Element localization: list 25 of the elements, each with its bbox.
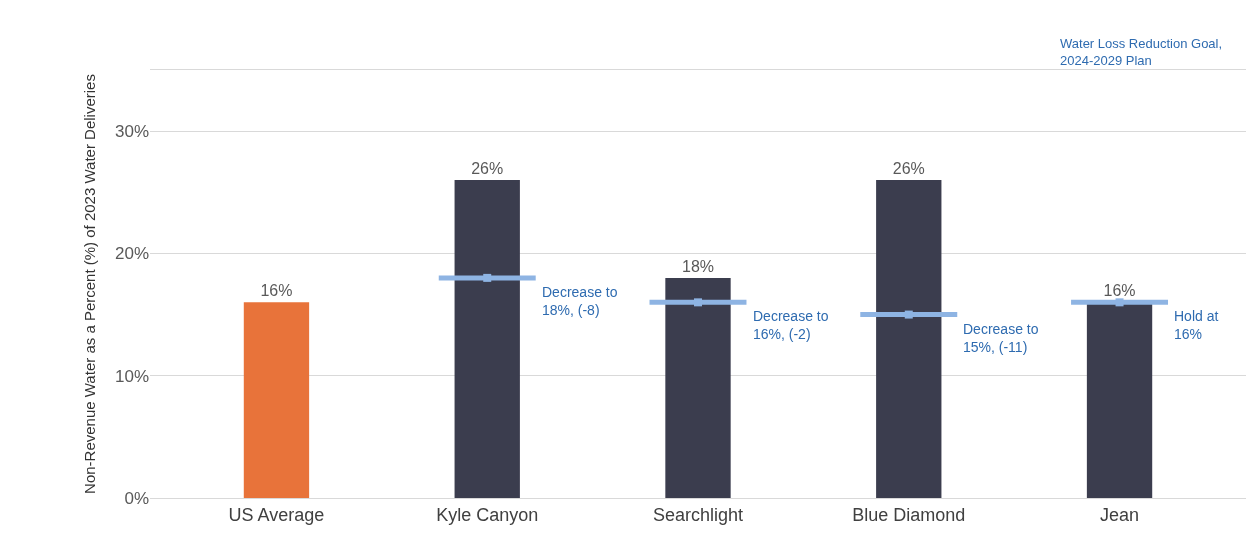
point xyxy=(483,273,492,282)
data-label: 18% xyxy=(681,257,715,275)
x-tick-label: US Average xyxy=(228,504,325,525)
x-tick-label: Kyle Canyon xyxy=(436,504,539,525)
y-tick-label: 30% xyxy=(114,122,149,142)
bar xyxy=(243,302,310,498)
y-tick-label: 10% xyxy=(114,366,149,386)
point xyxy=(904,310,913,319)
data-label: 16% xyxy=(260,282,293,300)
x-tick-label: Jean xyxy=(1100,504,1140,525)
x-tick-label: Searchlight xyxy=(652,504,744,525)
data-label: 16% xyxy=(1103,282,1136,300)
y-axis-title: Non-Revenue Water as a Percent (%) of 2023 Water Deliveries xyxy=(81,74,99,494)
point xyxy=(1115,298,1124,307)
x-tick-label: Blue Diamond xyxy=(852,504,966,525)
point xyxy=(694,298,702,307)
y-tick-label: 20% xyxy=(114,244,149,264)
annotation: Decrease to 15%, (-11) xyxy=(963,321,1039,356)
text: Water Loss Reduction Goal, 2024-2029 Plan xyxy=(1060,36,1223,68)
annotation: Decrease to 16%, (-2) xyxy=(753,308,829,343)
data-label: 26% xyxy=(471,160,504,178)
y-tick-label: 0% xyxy=(124,488,149,508)
annotation: Hold at 16% xyxy=(1174,308,1219,343)
data-label: 26% xyxy=(892,160,925,178)
annotation: Decrease to 18%, (-8) xyxy=(542,284,618,319)
